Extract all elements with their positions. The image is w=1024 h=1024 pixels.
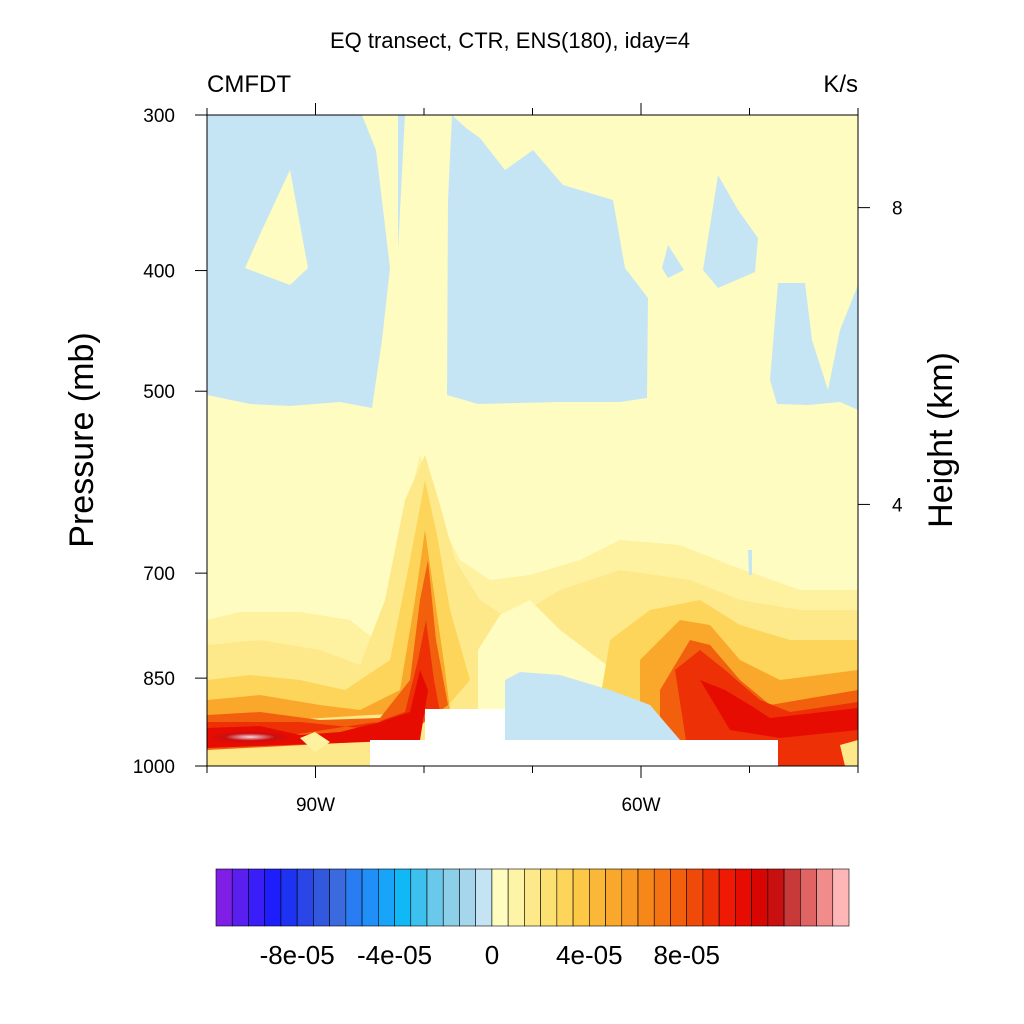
colorbar-swatch — [410, 868, 428, 927]
colorbar-swatch — [540, 868, 558, 927]
colorbar-swatch — [345, 868, 363, 927]
y-axis-left: 300 400 500 700 850 1000 — [133, 106, 207, 778]
y-axis-right-label: Height (km) — [922, 352, 960, 528]
y-tick-label: 300 — [143, 106, 175, 127]
colorbar-swatch — [394, 868, 412, 927]
colorbar-swatch — [832, 868, 850, 927]
colorbar-swatch — [653, 868, 671, 927]
colorbar-swatch — [670, 868, 687, 927]
colorbar-labels: -8e-05 -4e-05 0 4e-05 8e-05 — [260, 940, 720, 970]
colorbar-swatch — [800, 868, 817, 927]
colorbar-swatch — [280, 868, 298, 927]
negative-region-upper-middle — [447, 115, 648, 404]
right-corner-label: K/s — [823, 71, 858, 98]
colorbar-tick-label: -4e-05 — [357, 940, 432, 970]
colorbar-swatch — [589, 868, 606, 927]
colorbar-swatch — [378, 868, 395, 927]
colorbar-swatch — [735, 868, 752, 927]
colorbar-swatch — [783, 868, 801, 927]
x-axis: 90W 60W — [206, 103, 859, 816]
colorbar-swatch — [426, 868, 444, 927]
colorbar-swatch — [605, 868, 623, 927]
colorbar-swatch — [751, 868, 769, 927]
y-right-tick-label: 4 — [892, 495, 903, 516]
colorbar-swatch — [718, 868, 736, 927]
y-tick-label: 700 — [143, 564, 175, 585]
colorbar-swatch — [442, 868, 460, 927]
colorbar — [215, 868, 850, 927]
colorbar-swatch — [264, 868, 282, 927]
colorbar-swatch — [816, 868, 834, 927]
y-axis-label: Pressure (mb) — [63, 332, 101, 547]
colorbar-swatch — [231, 868, 249, 927]
colorbar-swatch — [491, 868, 509, 927]
colorbar-tick-label: 0 — [485, 940, 499, 970]
colorbar-swatch — [702, 868, 720, 927]
x-tick-label: 90W — [296, 795, 335, 816]
x-tick-label: 60W — [621, 795, 660, 816]
colorbar-tick-label: 8e-05 — [653, 940, 720, 970]
y-tick-label: 500 — [143, 382, 175, 403]
colorbar-swatch — [361, 868, 379, 927]
missing-data-mask — [370, 709, 778, 766]
negative-region-thin-strip — [398, 115, 405, 250]
chart-title: EQ transect, CTR, ENS(180), iday=4 — [330, 28, 690, 53]
colorbar-swatch — [248, 868, 265, 927]
colorbar-tick-label: 4e-05 — [556, 940, 623, 970]
negative-region-upper-right-c — [770, 283, 858, 410]
colorbar-swatch — [572, 868, 590, 927]
colorbar-swatch — [475, 868, 493, 927]
y-tick-label: 850 — [143, 669, 175, 690]
negative-region-lower — [505, 672, 680, 740]
y-tick-label: 1000 — [133, 757, 175, 778]
colorbar-swatch — [556, 868, 574, 927]
colorbar-swatch — [621, 868, 639, 927]
colorbar-swatch — [215, 868, 233, 927]
colorbar-swatch — [767, 868, 785, 927]
colorbar-swatch — [524, 868, 541, 927]
y-right-tick-label: 8 — [892, 199, 903, 220]
colorbar-tick-label: -8e-05 — [260, 940, 335, 970]
negative-region-upper-right-b — [662, 245, 684, 278]
contour-field — [207, 115, 858, 766]
y-tick-label: 400 — [143, 262, 175, 283]
colorbar-swatch — [686, 868, 704, 927]
colorbar-swatch — [296, 868, 314, 927]
left-corner-label: CMFDT — [207, 71, 291, 98]
colorbar-swatch — [459, 868, 476, 927]
y-axis-right: 84 — [858, 199, 903, 516]
positive-island — [245, 170, 308, 285]
colorbar-swatch — [313, 868, 330, 927]
negative-region-upper-right-a — [703, 175, 758, 288]
colorbar-swatch — [507, 868, 525, 927]
colorbar-swatch — [329, 868, 347, 927]
colorbar-swatch — [637, 868, 655, 927]
